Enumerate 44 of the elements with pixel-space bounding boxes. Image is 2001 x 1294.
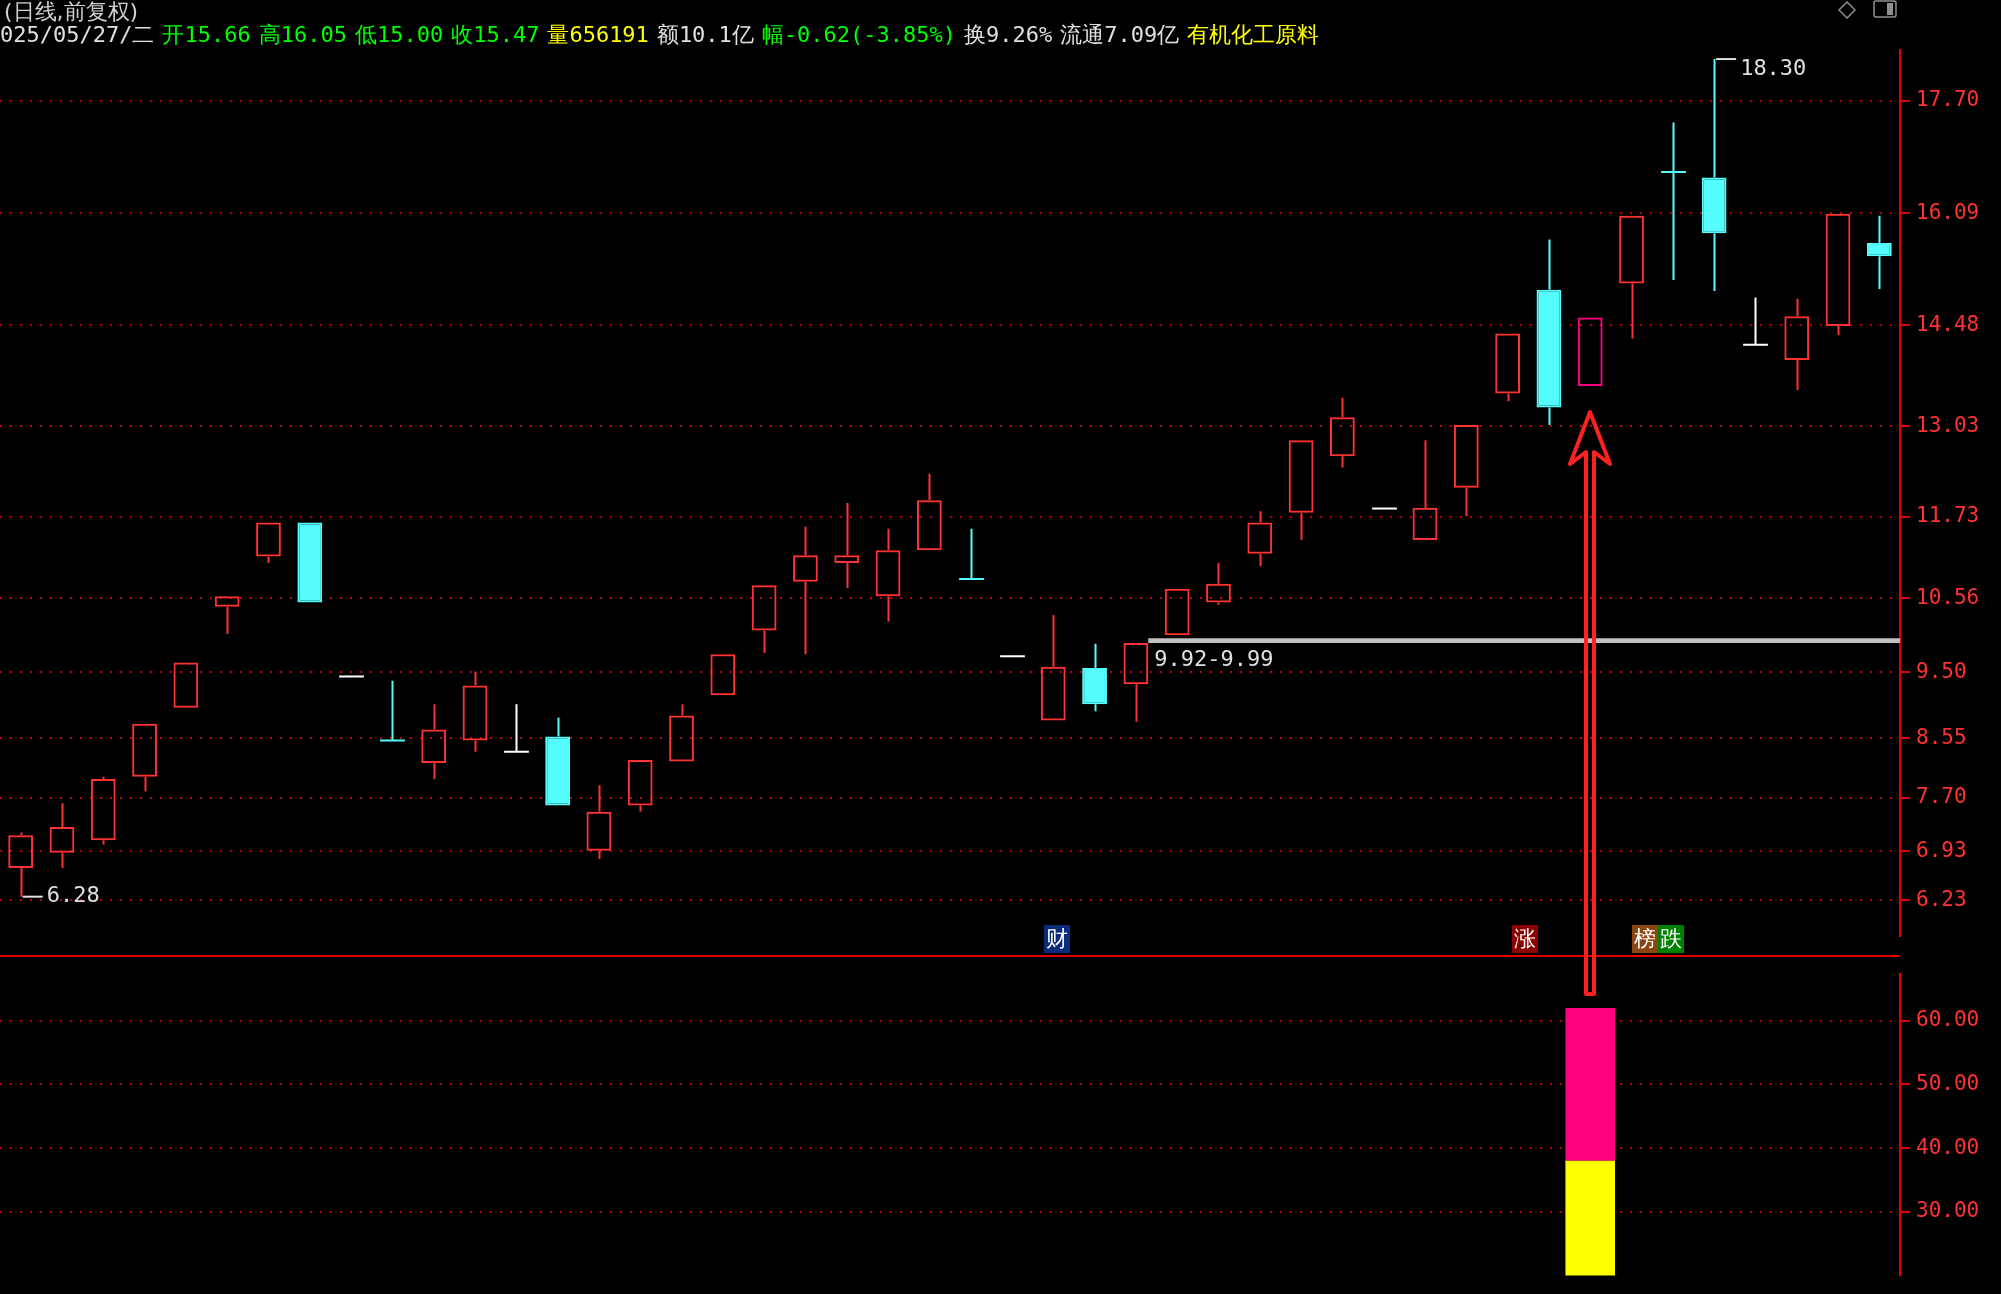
text: 收15.47 xyxy=(451,21,540,49)
text: 有机化工原料 xyxy=(1187,21,1320,49)
annotation: 18.30 xyxy=(1740,54,1807,80)
y-tick-label: 6.23 xyxy=(1916,886,1967,911)
y-tick-label: 30.00 xyxy=(1916,1198,1980,1223)
candlestick xyxy=(379,679,406,742)
y-tick-label: 17.70 xyxy=(1916,87,1980,112)
annotation: 财 xyxy=(1044,925,1070,953)
text: 高16.05 xyxy=(258,21,347,49)
y-tick-label: 8.55 xyxy=(1916,724,1967,749)
text: 额10.1亿 xyxy=(656,21,754,49)
y-tick-label: 11.73 xyxy=(1916,503,1980,528)
annotation: 榜 xyxy=(1632,925,1658,953)
candlestick xyxy=(1536,238,1562,426)
y-tick-label: 16.09 xyxy=(1916,199,1980,224)
y-tick-label: 60.00 xyxy=(1916,1007,1980,1032)
candlestick xyxy=(1742,296,1769,346)
y-tick-label: 40.00 xyxy=(1916,1134,1980,1159)
y-tick-label: 13.03 xyxy=(1916,412,1980,437)
candlestick xyxy=(1660,121,1687,281)
candlestick xyxy=(503,703,530,753)
y-tick-label: 6.93 xyxy=(1916,837,1967,862)
candlestick xyxy=(1082,642,1107,713)
candlestick xyxy=(1371,507,1398,510)
text: 低15.00 xyxy=(354,21,444,49)
y-tick-label: 7.70 xyxy=(1916,784,1967,809)
text: 量656191 xyxy=(547,21,649,49)
y-tick-label: 9.50 xyxy=(1916,658,1967,683)
y-tick-label: 14.48 xyxy=(1916,311,1980,336)
text: 流通7.09亿 xyxy=(1060,21,1180,49)
y-tick-label: 10.56 xyxy=(1916,584,1980,609)
candlestick xyxy=(338,675,365,678)
annotation: 涨 xyxy=(1512,925,1538,953)
text: 幅-0.62(-3.85%) xyxy=(761,21,957,49)
candlestick xyxy=(958,527,985,580)
annotation: 6.28 xyxy=(46,882,100,908)
candlestick xyxy=(999,655,1026,658)
text: 开15.66 xyxy=(162,21,251,49)
candlestick xyxy=(1866,214,1892,291)
annotation: 跌 xyxy=(1658,925,1684,953)
text: 换9.26% xyxy=(964,21,1053,49)
y-tick-label: 50.00 xyxy=(1916,1070,1980,1095)
candlestick xyxy=(545,716,570,806)
band-label: 9.92-9.99 xyxy=(1154,645,1274,671)
